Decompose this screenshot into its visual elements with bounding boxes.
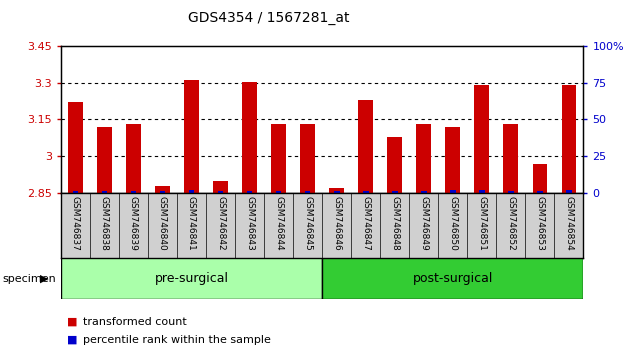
Bar [126,124,141,193]
Bar [329,188,344,193]
Bar [334,192,340,193]
Text: GSM746844: GSM746844 [274,196,283,251]
Bar [450,190,456,193]
Bar [188,190,194,193]
Bar [301,124,315,193]
Bar [276,192,281,193]
Text: GSM746853: GSM746853 [535,196,544,251]
Bar [566,190,572,193]
Bar [218,192,224,193]
Bar [562,85,576,193]
FancyBboxPatch shape [61,258,322,299]
Bar [508,192,513,193]
Bar [417,124,431,193]
Text: GSM746843: GSM746843 [245,196,254,251]
Bar [97,127,112,193]
Bar [304,192,310,193]
Text: post-surgical: post-surgical [413,272,493,285]
Text: GSM746838: GSM746838 [100,196,109,251]
Text: ▶: ▶ [40,274,49,284]
Bar [131,192,137,193]
Bar [155,185,170,193]
Bar [271,124,286,193]
Text: GSM746849: GSM746849 [419,196,428,251]
Bar [72,192,78,193]
Bar [247,192,253,193]
Bar [101,192,107,193]
Bar [242,81,257,193]
Text: GSM746851: GSM746851 [478,196,487,251]
Text: GSM746854: GSM746854 [564,196,573,251]
Bar [213,181,228,193]
Bar [392,192,397,193]
Text: GSM746841: GSM746841 [187,196,196,251]
Text: GSM746842: GSM746842 [216,196,225,251]
Text: percentile rank within the sample: percentile rank within the sample [83,335,271,345]
Text: GDS4354 / 1567281_at: GDS4354 / 1567281_at [188,11,350,25]
Bar [358,100,373,193]
Bar [445,127,460,193]
FancyBboxPatch shape [322,258,583,299]
Bar [479,190,485,193]
Text: GSM746839: GSM746839 [129,196,138,251]
Text: ■: ■ [67,317,78,327]
Text: specimen: specimen [2,274,56,284]
Text: GSM746847: GSM746847 [361,196,370,251]
Text: GSM746850: GSM746850 [448,196,457,251]
Text: transformed count: transformed count [83,317,187,327]
Bar [160,192,165,193]
Bar [503,124,518,193]
Bar [184,80,199,193]
Text: GSM746848: GSM746848 [390,196,399,251]
Bar [68,102,83,193]
Text: GSM746845: GSM746845 [303,196,312,251]
Text: pre-surgical: pre-surgical [154,272,228,285]
Bar [363,192,369,193]
Bar [537,192,543,193]
Text: GSM746846: GSM746846 [332,196,341,251]
Text: GSM746837: GSM746837 [71,196,80,251]
Bar [533,164,547,193]
Bar [387,137,402,193]
Bar [474,85,489,193]
Text: GSM746852: GSM746852 [506,196,515,251]
Bar [420,192,427,193]
Text: GSM746840: GSM746840 [158,196,167,251]
Text: ■: ■ [67,335,78,345]
